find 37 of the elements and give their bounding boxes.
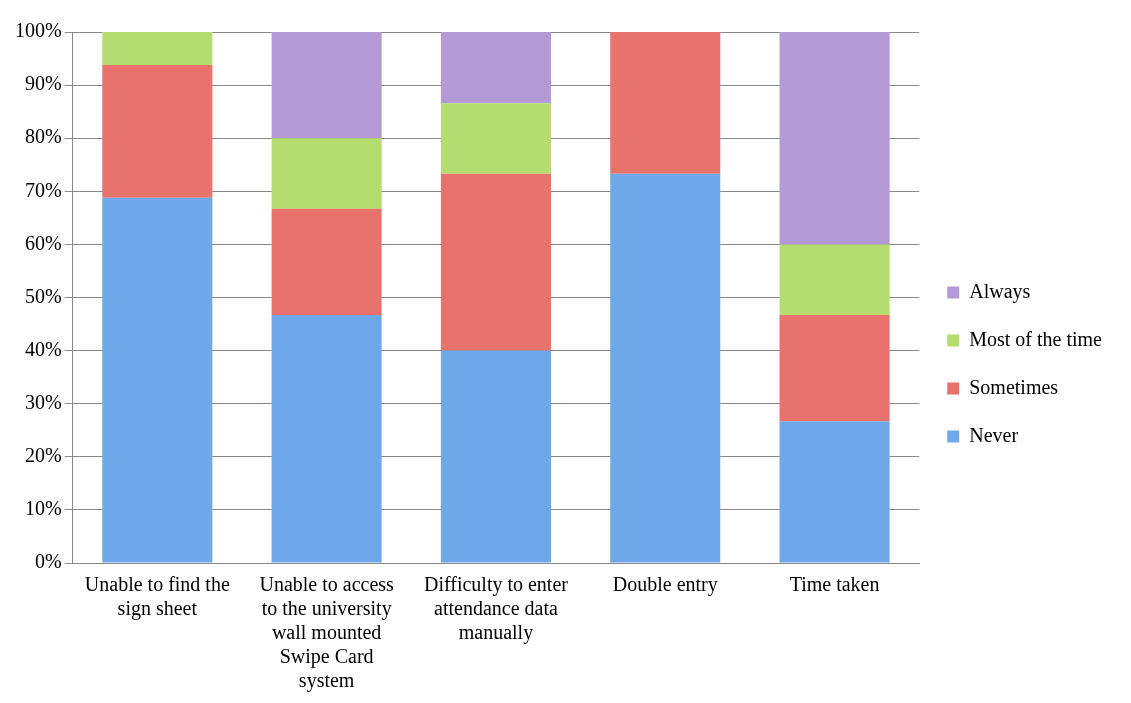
y-tick-label: 10% xyxy=(24,497,62,520)
legend-label: Most of the time xyxy=(969,327,1103,350)
bar xyxy=(102,32,213,65)
y-tick-label: 40% xyxy=(24,337,62,360)
y-tick-label: 100% xyxy=(14,19,62,42)
bar xyxy=(440,32,551,104)
y-tick-label: 30% xyxy=(24,390,62,413)
bar xyxy=(779,315,890,422)
x-tick-label: Difficulty to enter attendance data manually xyxy=(423,573,569,645)
y-tick-label: 70% xyxy=(24,178,62,201)
legend-label: Sometimes xyxy=(969,375,1059,398)
y-tick-label: 0% xyxy=(34,550,62,573)
bar xyxy=(440,103,551,174)
y-tick-label: 90% xyxy=(24,72,62,95)
bar xyxy=(610,32,721,174)
y-tick-label: 20% xyxy=(24,444,62,467)
bar xyxy=(440,350,551,563)
x-tick-label: Double entry xyxy=(612,573,718,597)
bar xyxy=(779,32,890,245)
bar xyxy=(779,244,890,316)
bar xyxy=(271,208,382,316)
x-tick-label: Unable to find the sign sheet xyxy=(84,573,230,621)
bar xyxy=(102,197,213,563)
y-tick-label: 50% xyxy=(24,284,62,307)
y-tick-label: 60% xyxy=(24,231,62,254)
bar xyxy=(779,421,890,563)
y-tick-label: 80% xyxy=(24,125,62,148)
bar xyxy=(271,315,382,563)
legend-label: Never xyxy=(969,423,1019,446)
bar xyxy=(610,173,721,563)
bar xyxy=(102,64,213,198)
bar xyxy=(271,32,382,139)
legend-label: Always xyxy=(969,279,1031,303)
x-tick-label: Time taken xyxy=(789,573,880,596)
bar xyxy=(440,173,551,351)
x-tick-label: Unable to access to the university wall mounted Swipe Card system xyxy=(259,573,395,693)
bar xyxy=(271,138,382,209)
